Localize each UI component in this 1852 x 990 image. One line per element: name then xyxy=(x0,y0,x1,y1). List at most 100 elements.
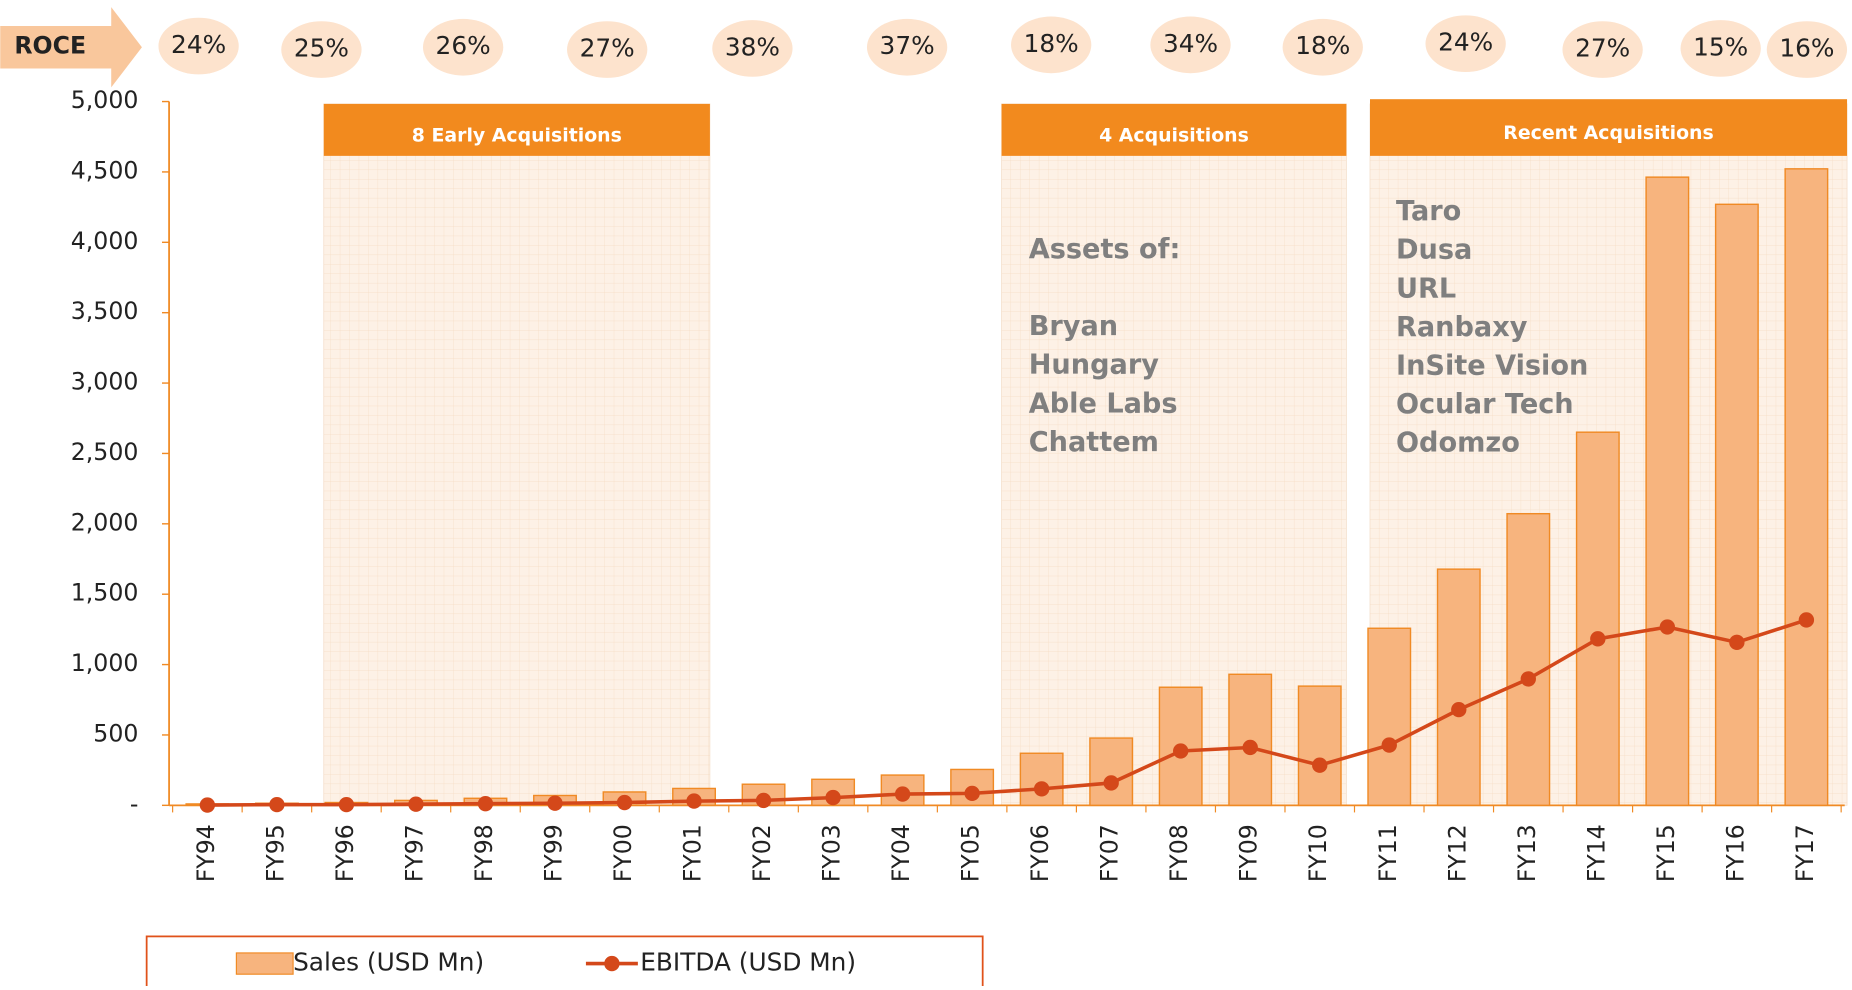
line-point xyxy=(199,797,216,813)
roce-value: 15% xyxy=(1693,32,1748,61)
line-point xyxy=(1173,743,1189,759)
region-label: 4 Acquisitions xyxy=(1099,124,1249,146)
line-point xyxy=(1590,631,1606,647)
y-tick-label: 3,000 xyxy=(71,368,139,396)
x-tick-label: FY08 xyxy=(1165,824,1193,882)
x-tick-label: FY95 xyxy=(261,824,289,882)
region-note: URL xyxy=(1396,273,1456,304)
line xyxy=(207,618,1807,807)
roce-bubble xyxy=(1011,16,1092,74)
x-tick-label: FY99 xyxy=(539,824,567,882)
bar xyxy=(1575,431,1620,807)
line-point xyxy=(477,795,494,812)
legend-swatch xyxy=(235,952,294,975)
line-point xyxy=(1798,612,1815,628)
roce-value: 25% xyxy=(294,34,349,63)
line-point xyxy=(408,796,424,812)
roce-bubble xyxy=(1766,21,1848,78)
bar xyxy=(1297,685,1342,807)
region-header xyxy=(1369,99,1848,156)
region-header xyxy=(323,103,710,156)
region-note: Bryan xyxy=(1029,311,1118,342)
roce-arrow xyxy=(0,7,142,88)
y-tick-label: 1,000 xyxy=(71,649,139,677)
roce-value: 24% xyxy=(1438,28,1493,57)
region-note: InSite Vision xyxy=(1396,351,1588,382)
line-point xyxy=(547,795,563,811)
region-note: Chattem xyxy=(1029,427,1159,458)
x-tick-label: FY17 xyxy=(1791,824,1819,882)
line-point xyxy=(1659,619,1676,635)
bar xyxy=(1714,203,1759,807)
y-tick-label: 3,500 xyxy=(71,297,139,325)
roce-bubble xyxy=(712,20,793,77)
bar xyxy=(1506,512,1551,807)
x-tick-label: FY11 xyxy=(1374,824,1402,882)
line-point xyxy=(1381,737,1397,753)
roce-bubble xyxy=(158,17,239,75)
roce-value: 27% xyxy=(1575,34,1630,63)
region-label: Recent Acquisitions xyxy=(1503,122,1713,144)
region-note: Dusa xyxy=(1396,235,1472,266)
roce-value: 26% xyxy=(436,31,491,60)
roce-bubble xyxy=(1150,16,1231,74)
roce-value: 27% xyxy=(580,34,635,63)
region-note: Ranbaxy xyxy=(1396,312,1528,343)
roce-bubble xyxy=(1562,21,1643,78)
x-tick-label: FY94 xyxy=(192,824,220,882)
y-tick-label: 5,000 xyxy=(71,86,139,114)
legend-swatch xyxy=(604,955,620,972)
legend-label: Sales (USD Mn) xyxy=(293,948,484,977)
y-tick-label: 2,000 xyxy=(71,508,139,536)
roce-bubble xyxy=(1282,18,1363,76)
line-point xyxy=(894,786,911,802)
y-tick-label: - xyxy=(130,790,139,818)
roce-bubble xyxy=(422,18,504,76)
x-tick-label: FY05 xyxy=(957,824,985,882)
region-note: Taro xyxy=(1396,196,1461,227)
region-note: Ocular Tech xyxy=(1396,389,1574,420)
bar xyxy=(1436,568,1481,807)
x-tick-label: FY14 xyxy=(1582,824,1610,882)
roce-label: ROCE xyxy=(14,32,86,60)
y-tick-label: 4,000 xyxy=(71,227,139,255)
roce-value: 16% xyxy=(1779,34,1834,63)
x-tick-label: FY16 xyxy=(1721,824,1749,882)
line-point xyxy=(1103,775,1119,791)
x-tick-label: FY13 xyxy=(1513,824,1541,882)
legend-label: EBITDA (USD Mn) xyxy=(640,948,856,977)
line-point xyxy=(1729,634,1745,651)
roce-bubble xyxy=(281,21,362,78)
region-note: Able Labs xyxy=(1029,388,1178,419)
roce-bubble xyxy=(1425,15,1506,73)
roce-value: 38% xyxy=(725,32,780,61)
line-point xyxy=(338,796,355,813)
roce-value: 37% xyxy=(880,31,935,60)
line-point xyxy=(616,794,633,811)
roce-value: 34% xyxy=(1163,29,1218,58)
region-note: Odomzo xyxy=(1396,428,1520,459)
bar xyxy=(1784,168,1829,807)
line-point xyxy=(1033,781,1050,797)
roce-bubble xyxy=(866,18,948,76)
line-point xyxy=(825,789,841,806)
x-tick-label: FY07 xyxy=(1096,824,1124,882)
bar xyxy=(1089,737,1134,807)
x-tick-label: FY09 xyxy=(1235,824,1263,882)
x-tick-label: FY04 xyxy=(887,824,915,882)
line-point xyxy=(269,796,285,813)
x-tick-label: FY12 xyxy=(1443,824,1471,882)
x-tick-label: FY03 xyxy=(818,824,846,882)
x-tick-label: FY97 xyxy=(400,824,428,882)
x-tick-label: FY98 xyxy=(470,824,498,882)
x-tick-label: FY15 xyxy=(1652,824,1680,882)
roce-value: 18% xyxy=(1295,31,1350,60)
line-point xyxy=(686,793,702,809)
line-point xyxy=(1242,739,1258,756)
region-note: Hungary xyxy=(1029,350,1159,381)
bar xyxy=(1367,627,1412,807)
x-tick-label: FY00 xyxy=(609,824,637,882)
x-tick-label: FY96 xyxy=(331,824,359,882)
roce-value: 18% xyxy=(1024,29,1079,58)
